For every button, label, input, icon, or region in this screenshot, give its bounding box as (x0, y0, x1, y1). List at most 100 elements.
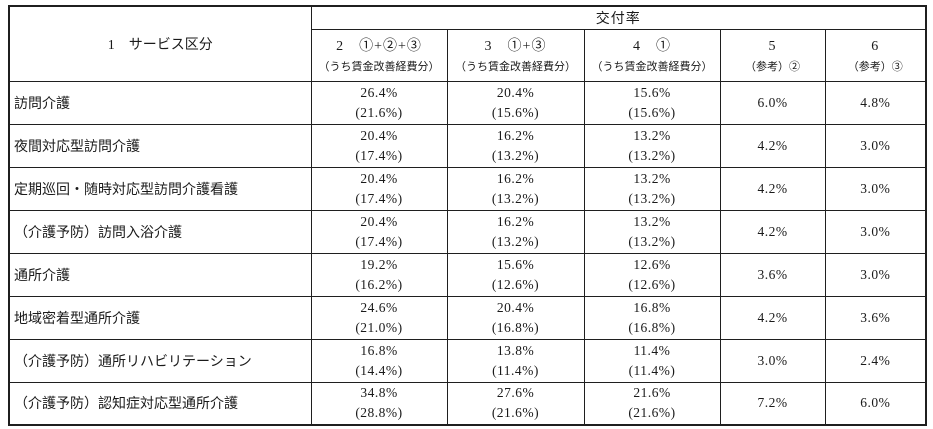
rate-wage-portion: (13.2%) (628, 147, 676, 163)
rate-value: 12.6% (633, 256, 671, 272)
rate-wage-portion: (15.6%) (628, 104, 676, 120)
rate-value: 13.8% (496, 342, 535, 358)
table-row: （介護予防）通所リハビリテーション 16.8% (14.4%) 13.8% (1… (8, 338, 927, 383)
table-row: 通所介護 19.2% (16.2%) 15.6% (12.6%) 12.6% (… (8, 252, 927, 297)
column-header-3: 3 ①+③ （うち賃金改善経費分） (446, 28, 585, 82)
rate-value: 11.4% (633, 342, 671, 358)
table-row: （介護予防）認知症対応型通所介護 34.8% (28.8%) 27.6% (21… (8, 381, 927, 426)
reference-rate-cell: 3.0% (824, 209, 927, 254)
reference-rate-cell: 3.6% (719, 252, 826, 297)
reference-rate-cell: 7.2% (719, 381, 826, 426)
rate-cell: 13.8% (11.4%) (446, 338, 585, 383)
service-label: （介護予防）訪問入浴介護 (8, 209, 312, 254)
table-row: 定期巡回・随時対応型訪問介護看護 20.4% (17.4%) 16.2% (13… (8, 166, 927, 211)
rate-value: 20.4% (496, 84, 535, 100)
rate-cell: 20.4% (16.8%) (446, 295, 585, 340)
rate-cell: 16.2% (13.2%) (446, 123, 585, 168)
rate-value: 16.2% (496, 170, 535, 186)
rate-cell: 13.2% (13.2%) (583, 123, 721, 168)
column-header-main: 2 ①+②+③ (336, 39, 422, 54)
table-row: 夜間対応型訪問介護 20.4% (17.4%) 16.2% (13.2%) 13… (8, 123, 927, 168)
column-header-main: 5 (768, 39, 777, 54)
column-header-4: 4 ① （うち賃金改善経費分） (583, 28, 721, 82)
rate-value: 20.4% (496, 299, 535, 315)
rate-value: 15.6% (496, 256, 535, 272)
reference-rate-cell: 6.0% (824, 381, 927, 426)
rate-value: 16.2% (496, 213, 535, 229)
rate-cell: 12.6% (12.6%) (583, 252, 721, 297)
column-header-sub: （参考）③ (847, 61, 903, 73)
column-header-row: 2 ①+②+③ （うち賃金改善経費分） 3 ①+③ （うち賃金改善経費分） 4 … (9, 28, 927, 82)
rate-wage-portion: (13.2%) (491, 233, 540, 249)
rate-wage-portion: (17.4%) (355, 147, 403, 163)
column-header-main: 4 ① (633, 39, 671, 54)
service-category-header: 1 サービス区分 (8, 5, 312, 82)
rate-wage-portion: (17.4%) (355, 233, 403, 249)
rate-value: 20.4% (360, 213, 398, 229)
rate-wage-portion: (12.6%) (491, 276, 540, 292)
rate-wage-portion: (21.0%) (355, 319, 403, 335)
reference-rate-cell: 4.2% (719, 166, 826, 211)
rate-wage-portion: (16.8%) (491, 319, 540, 335)
rate-wage-portion: (11.4%) (628, 362, 676, 378)
table-row: 地域密着型通所介護 24.6% (21.0%) 20.4% (16.8%) 16… (8, 295, 927, 340)
rate-cell: 26.4% (21.6%) (310, 80, 448, 125)
column-header-6: 6 （参考）③ (824, 28, 927, 82)
service-label: 通所介護 (8, 252, 312, 297)
rate-value: 34.8% (360, 385, 398, 401)
rate-value: 13.2% (633, 127, 671, 143)
rate-cell: 20.4% (17.4%) (310, 209, 448, 254)
rate-cell: 21.6% (21.6%) (583, 381, 721, 426)
reference-rate-cell: 3.0% (824, 123, 927, 168)
rate-cell: 16.8% (14.4%) (310, 338, 448, 383)
reference-rate-cell: 4.8% (824, 80, 927, 125)
reference-rate-cell: 4.2% (719, 209, 826, 254)
column-header-main: 6 (871, 39, 880, 54)
rate-value: 16.2% (496, 127, 535, 143)
rate-value: 26.4% (360, 84, 398, 100)
rate-value: 16.8% (360, 342, 398, 358)
rate-value: 13.2% (633, 170, 671, 186)
rate-cell: 20.4% (15.6%) (446, 80, 585, 125)
rate-wage-portion: (11.4%) (492, 362, 539, 378)
rate-wage-portion: (21.6%) (491, 405, 540, 421)
rate-cell: 15.6% (12.6%) (446, 252, 585, 297)
grant-rate-table: 1 サービス区分 交付率 2 ①+②+③ （うち賃金改善経費分） 3 ①+③ （… (8, 5, 928, 426)
reference-rate-cell: 3.6% (824, 295, 927, 340)
service-label: （介護予防）認知症対応型通所介護 (8, 381, 312, 426)
service-label: 地域密着型通所介護 (8, 295, 312, 340)
rate-cell: 11.4% (11.4%) (583, 338, 721, 383)
rate-value: 27.6% (496, 385, 535, 401)
rate-value: 21.6% (633, 385, 671, 401)
rate-wage-portion: (15.6%) (491, 104, 540, 120)
service-label: 夜間対応型訪問介護 (8, 123, 312, 168)
column-header-sub: （参考）② (745, 61, 800, 73)
reference-rate-cell: 3.0% (719, 338, 826, 383)
rate-cell: 24.6% (21.0%) (310, 295, 448, 340)
column-header-sub: （うち賃金改善経費分） (591, 61, 713, 73)
rate-wage-portion: (16.2%) (355, 276, 403, 292)
rate-value: 20.4% (360, 170, 398, 186)
reference-rate-cell: 6.0% (719, 80, 826, 125)
rate-wage-portion: (16.8%) (628, 319, 676, 335)
rate-value: 19.2% (360, 256, 398, 272)
reference-rate-cell: 4.2% (719, 123, 826, 168)
rate-wage-portion: (13.2%) (628, 233, 676, 249)
table-row: （介護予防）訪問入浴介護 20.4% (17.4%) 16.2% (13.2%)… (8, 209, 927, 254)
rate-wage-portion: (21.6%) (355, 104, 403, 120)
service-label: 訪問介護 (8, 80, 312, 125)
rate-value: 24.6% (360, 299, 398, 315)
rate-cell: 13.2% (13.2%) (583, 166, 721, 211)
rate-value: 16.8% (633, 299, 671, 315)
column-header-sub: （うち賃金改善経費分） (455, 61, 576, 73)
table-row: 訪問介護 26.4% (21.6%) 20.4% (15.6%) 15.6% (… (8, 80, 927, 125)
rate-wage-portion: (28.8%) (355, 405, 403, 421)
column-header-sub: （うち賃金改善経費分） (318, 61, 440, 73)
group-header-row: 1 サービス区分 交付率 (8, 5, 927, 82)
rate-wage-portion: (12.6%) (628, 276, 676, 292)
rate-wage-portion: (17.4%) (355, 190, 403, 206)
rate-cell: 34.8% (28.8%) (310, 381, 448, 426)
column-header-main: 3 ①+③ (484, 39, 547, 54)
rate-wage-portion: (21.6%) (628, 405, 676, 421)
rate-wage-portion: (13.2%) (491, 190, 540, 206)
